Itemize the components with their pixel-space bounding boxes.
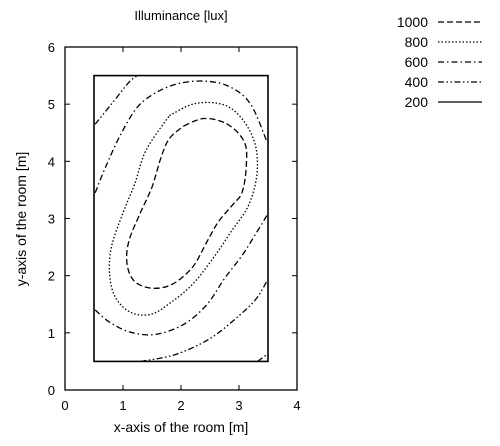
contour-400 bbox=[140, 281, 268, 363]
x-tick-label: 0 bbox=[61, 398, 68, 413]
y-tick-label: 4 bbox=[48, 154, 55, 169]
legend: 1000 800 600 400 200 bbox=[397, 14, 482, 110]
x-axis-label: x-axis of the room [m] bbox=[114, 419, 249, 435]
contour-400 bbox=[257, 354, 268, 362]
legend-label: 200 bbox=[405, 94, 429, 110]
contour-800 bbox=[108, 101, 259, 316]
legend-label: 600 bbox=[405, 54, 429, 70]
x-tick-label: 2 bbox=[177, 398, 184, 413]
chart-title: Illuminance [lux] bbox=[134, 8, 227, 23]
contour-600 bbox=[94, 80, 268, 194]
legend-label: 1000 bbox=[397, 14, 428, 30]
y-axis-label: y-axis of the room [m] bbox=[13, 152, 29, 287]
y-tick-label: 6 bbox=[48, 40, 55, 55]
y-tick-label: 3 bbox=[48, 212, 55, 227]
x-tick-label: 4 bbox=[293, 398, 300, 413]
legend-label: 800 bbox=[405, 34, 429, 50]
contour-600 bbox=[94, 215, 268, 336]
plot-frame bbox=[64, 46, 298, 391]
x-tick-label: 3 bbox=[235, 398, 242, 413]
legend-label: 400 bbox=[405, 74, 429, 90]
axis-ticks: 0 1 2 3 4 0 1 2 3 4 5 6 bbox=[48, 40, 301, 413]
y-tick-label: 0 bbox=[48, 383, 55, 398]
room-outline bbox=[93, 74, 269, 363]
y-tick-label: 5 bbox=[48, 97, 55, 112]
contour-1000 bbox=[125, 117, 248, 289]
y-tick-label: 1 bbox=[48, 326, 55, 341]
x-tick-label: 1 bbox=[119, 398, 126, 413]
contour-lines bbox=[94, 75, 268, 363]
y-tick-label: 2 bbox=[48, 269, 55, 284]
